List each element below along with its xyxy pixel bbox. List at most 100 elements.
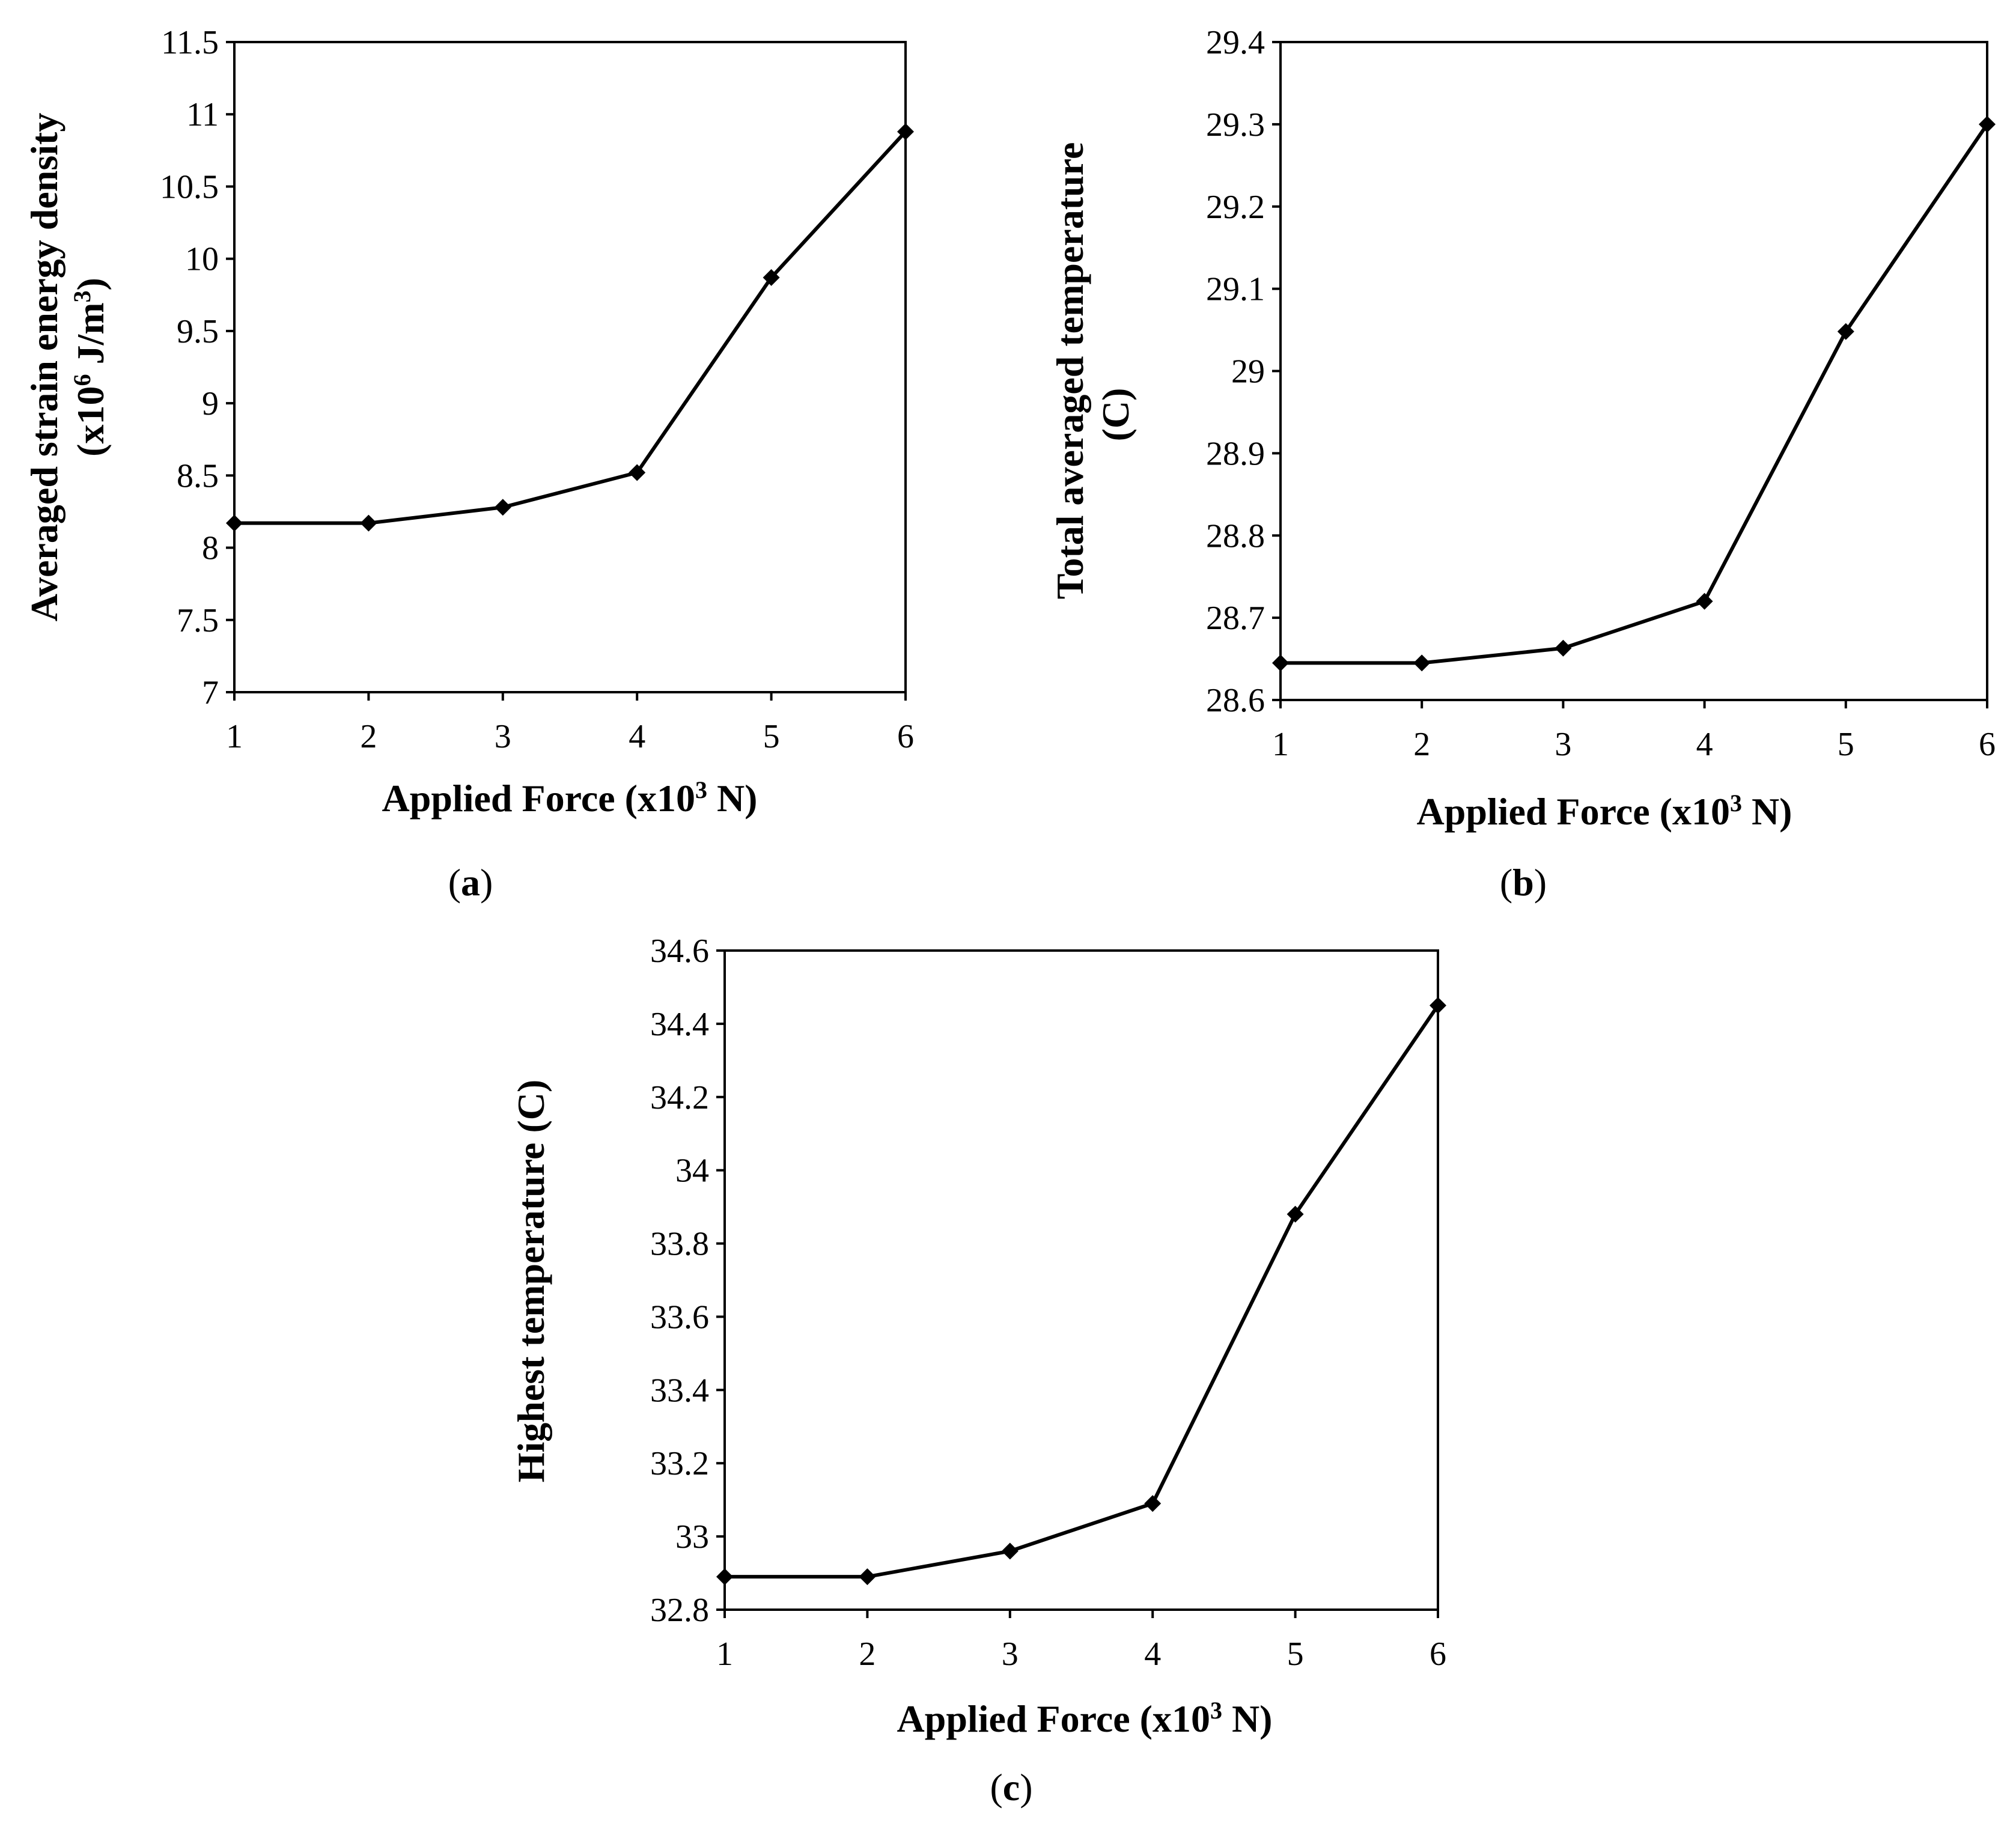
chart-b-x-tick-label: 2: [1413, 726, 1430, 763]
chart-b-x-tick-label: 4: [1696, 726, 1713, 763]
chart-a-series: [226, 123, 914, 532]
chart-b-y-tick-label: 28.9: [1206, 435, 1265, 472]
chart-c-x-title-suffix: N): [1222, 1697, 1273, 1740]
chart-c-y-tick-label: 33.4: [650, 1372, 709, 1409]
chart-a-x-tick-label: 2: [360, 718, 377, 755]
chart-a-y-tick-label: 11.5: [161, 24, 219, 61]
chart-c-data-point: [716, 1568, 733, 1586]
chart-a-x-title-suffix: N): [707, 777, 758, 820]
chart-a-plot-frame: [233, 41, 907, 693]
chart-c-data-point: [859, 1568, 876, 1586]
chart-b-x-tick-labels: 1 2 3 4 5 6: [1272, 726, 1996, 763]
chart-c-y-tick-label: 32.8: [650, 1592, 709, 1629]
chart-a-x-tick-labels: 1 2 3 4 5 6: [226, 718, 914, 755]
chart-b-y-tick-label: 28.7: [1206, 600, 1265, 637]
chart-a-x-tick-label: 1: [226, 718, 243, 755]
chart-a-y-tick-label: 7.5: [177, 602, 219, 639]
chart-c-x-tick-marks: [723, 1610, 1439, 1618]
panel-label-a: (a): [448, 861, 493, 904]
chart-a-x-tick-marks: [233, 692, 907, 701]
chart-b-y-tick-label: 29: [1231, 353, 1265, 391]
chart-b-x-tick-label: 6: [1979, 726, 1996, 763]
chart-a-x-tick-label: 6: [897, 718, 914, 755]
chart-b-x-title-prefix: Applied Force (x10: [1417, 790, 1730, 833]
chart-b-x-title-suffix: N): [1742, 790, 1792, 833]
chart-c-x-tick-label: 2: [859, 1636, 876, 1673]
panel-label-b-close: ): [1534, 861, 1547, 904]
panel-label-b-open: (: [1500, 861, 1512, 904]
chart-c-series: [716, 997, 1446, 1586]
chart-c-y-tick-label: 33.6: [650, 1298, 709, 1336]
chart-a-y-tick-labels: 7 7.5 8 8.5 9 9.5 10 10.5 11 11.5: [160, 24, 219, 711]
chart-b-y-tick-label: 29.2: [1206, 189, 1265, 226]
chart-c-y-tick-labels: 32.8 33 33.2 33.4 33.6 33.8 34 34.2 34.4 34.6: [650, 933, 709, 1629]
panel-label-c-close: ): [1020, 1766, 1032, 1809]
panel-label-a-open: (: [448, 861, 461, 904]
chart-a-x-tick-label: 3: [495, 718, 511, 755]
chart-b-series-line: [1281, 123, 1989, 665]
chart-b-series: [1272, 115, 1996, 672]
chart-b-y-tick-label: 29.4: [1206, 24, 1265, 61]
chart-a-data-point: [629, 464, 646, 481]
chart-a-x-title-prefix: Applied Force (x10: [382, 777, 695, 820]
chart-b-data-point: [1837, 323, 1854, 340]
chart-c-y-tick-marks: [716, 949, 725, 1611]
chart-a-x-tick-label: 4: [629, 718, 645, 755]
chart-c-x-axis-title: Applied Force (x103 N): [897, 1697, 1273, 1740]
chart-a-y-tick-marks: [226, 41, 234, 693]
chart-a-y-unit-suffix: ): [69, 278, 112, 290]
chart-b-x-tick-label: 5: [1838, 726, 1854, 763]
chart-c-series-line: [725, 1004, 1440, 1579]
chart-b-x-tick-label: 1: [1272, 726, 1289, 763]
chart-c-x-tick-labels: 1 2 3 4 5 6: [716, 1636, 1446, 1673]
chart-a-y-tick-label: 9.5: [177, 313, 219, 350]
chart-a-data-point: [494, 499, 511, 516]
chart-b-x-tick-label: 3: [1555, 726, 1571, 763]
panel-label-a-letter: a: [461, 861, 480, 904]
chart-a-y-axis-title: Averaged strain energy density: [23, 113, 65, 622]
chart-c-x-tick-label: 3: [1002, 1636, 1019, 1673]
chart-b-y-tick-label: 28.8: [1206, 517, 1265, 555]
chart-b-y-axis-title: Total averaged temperature: [1049, 142, 1091, 600]
panel-label-b: (b): [1500, 861, 1547, 904]
chart-c-data-point: [1144, 1495, 1162, 1512]
chart-a-y-tick-label: 11: [186, 96, 219, 133]
chart-c-y-tick-label: 34.4: [650, 1006, 709, 1043]
panel-label-c-letter: c: [1003, 1766, 1020, 1809]
chart-c-data-point: [1287, 1205, 1304, 1223]
chart-b-x-title-sup: 3: [1730, 790, 1742, 817]
chart-b-y-tick-label: 29.1: [1206, 271, 1265, 308]
chart-a-y-tick-label: 9: [202, 385, 219, 422]
chart-b-y-axis-unit: (C): [1094, 388, 1137, 442]
chart-b-y-tick-label: 28.6: [1206, 682, 1265, 719]
chart-a-x-axis-title: Applied Force (x103 N): [382, 776, 758, 820]
chart-b-plot-frame: [1279, 41, 1988, 701]
chart-c-x-title-prefix: Applied Force (x10: [897, 1697, 1210, 1740]
chart-a-data-point: [897, 123, 914, 141]
chart-a-y-tick-label: 7: [202, 674, 219, 711]
chart-c-x-title-sup: 3: [1210, 1697, 1222, 1724]
panel-label-c-open: (: [990, 1766, 1002, 1809]
chart-a-y-unit-sup2: 3: [69, 290, 96, 302]
chart-a-y-tick-label: 10: [185, 241, 219, 278]
chart-b-data-point: [1696, 592, 1713, 610]
chart-a-data-point: [763, 269, 780, 286]
chart-c-y-tick-label: 33: [675, 1518, 709, 1556]
chart-a-y-tick-label: 10.5: [160, 168, 219, 205]
chart-c-data-point: [1430, 997, 1446, 1014]
chart-c-y-tick-label: 34.6: [650, 933, 709, 970]
chart-a: 7 7.5 8 8.5 9 9.5 10 10.5 11 11.5 1 2 3 4 5 6 Averaged…: [23, 24, 914, 904]
chart-a-x-tick-label: 5: [763, 718, 780, 755]
chart-b-y-tick-label: 29.3: [1206, 106, 1265, 144]
chart-b-y-tick-marks: [1272, 41, 1281, 701]
panel-label-b-letter: b: [1512, 861, 1534, 904]
chart-c-x-tick-label: 5: [1287, 1636, 1304, 1673]
chart-c-x-tick-label: 4: [1144, 1636, 1161, 1673]
chart-c-y-tick-label: 34: [675, 1152, 709, 1190]
chart-b-data-point: [1272, 654, 1289, 672]
chart-a-y-unit-middle: J/m: [69, 302, 112, 374]
chart-c-y-axis-title: Highest temperature (C): [510, 1080, 552, 1483]
chart-a-series-line: [234, 130, 907, 525]
